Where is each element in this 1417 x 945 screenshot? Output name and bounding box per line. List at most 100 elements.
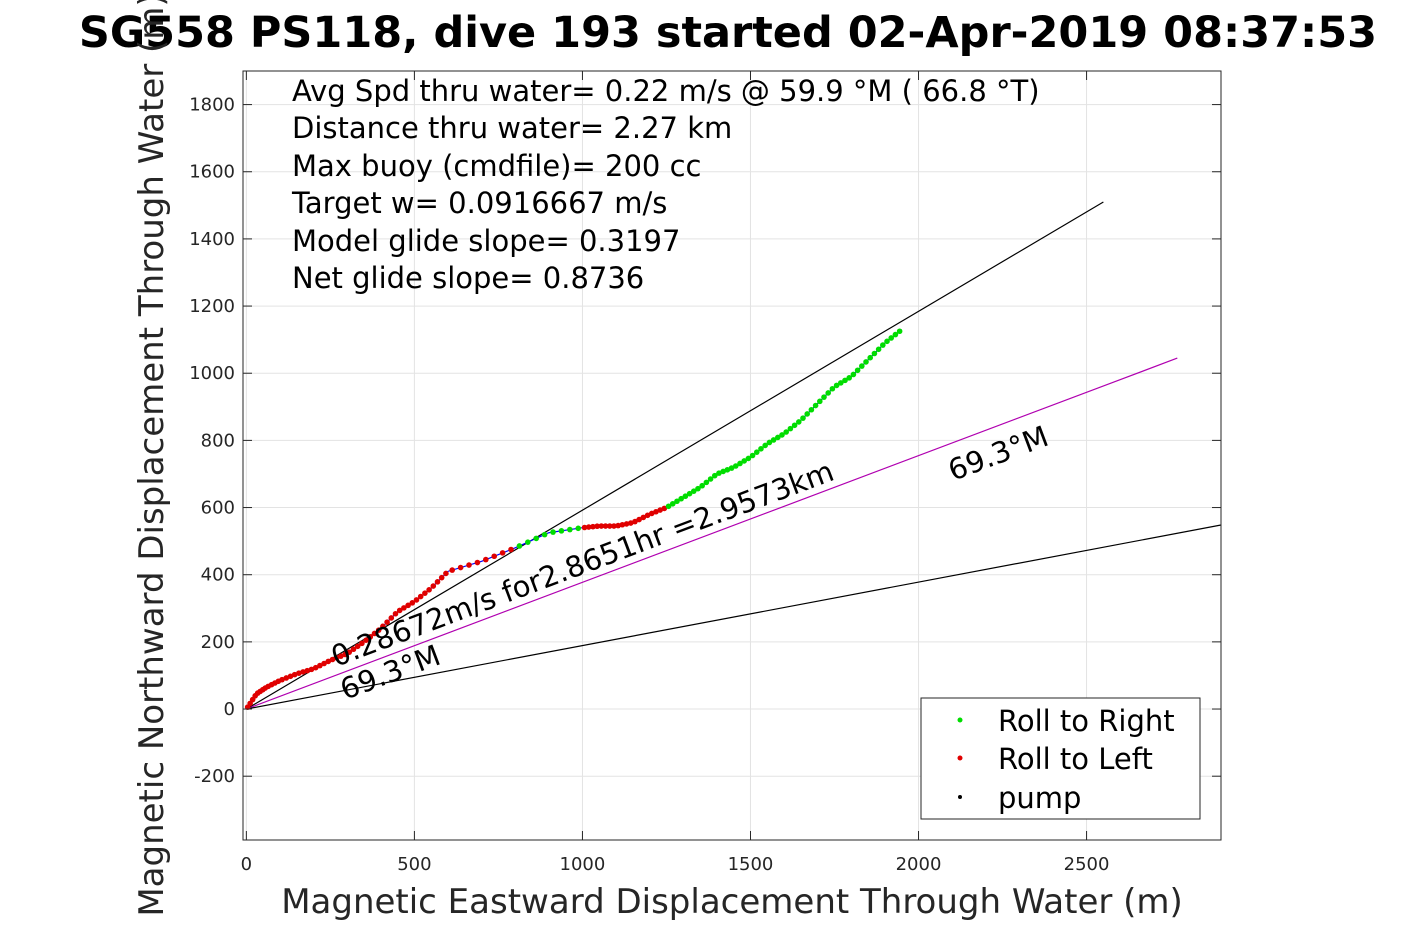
roll-marker [417, 593, 424, 600]
roll-marker [779, 432, 785, 438]
annotation-distance: Distance thru water= 2.27 km [292, 111, 732, 145]
roll-marker [707, 476, 714, 482]
roll-marker [791, 422, 798, 429]
y-tick-label: 1400 [189, 229, 235, 250]
roll-marker [703, 479, 710, 486]
roll-marker [346, 649, 353, 655]
roll-marker [541, 531, 548, 538]
roll-marker [550, 529, 556, 535]
roll-marker [371, 630, 378, 637]
roll-marker [312, 664, 319, 671]
roll-marker [850, 371, 857, 378]
roll-marker [674, 498, 680, 505]
y-tick-label: 0 [224, 699, 235, 720]
roll-marker [892, 331, 899, 338]
roll-marker [829, 385, 836, 392]
roll-marker [636, 516, 642, 523]
x-tick-label: 2500 [1064, 854, 1110, 875]
roll-marker [388, 615, 395, 621]
grid [243, 71, 1221, 840]
roll-marker [457, 564, 464, 571]
roll-marker [745, 455, 752, 462]
y-axis-label: Magnetic Northward Displacement Through … [132, 0, 172, 917]
roll-marker [657, 507, 663, 513]
roll-marker [359, 640, 365, 647]
annotation-block: Avg Spd thru water= 0.22 m/s @ 59.9 °M (… [291, 74, 1040, 295]
roll-marker [321, 660, 327, 667]
roll-marker [483, 556, 489, 563]
roll-marker [619, 521, 626, 528]
roll-marker [863, 359, 869, 365]
y-axis-ticks: -200 0 200 400 600 800 1000 1200 1400 1600 1800 [189, 95, 1221, 787]
roll-marker [585, 524, 592, 530]
roll-marker [846, 375, 853, 381]
legend-box [920, 697, 1201, 820]
y-tick-label: 400 [201, 565, 235, 586]
roll-marker [491, 553, 498, 560]
x-tick-label: 1000 [560, 854, 606, 875]
roll-marker [749, 452, 756, 459]
roll-marker [884, 338, 890, 345]
roll-marker [812, 402, 819, 409]
roll-marker [354, 643, 361, 650]
roll-marker [367, 634, 374, 640]
roll-marker [686, 490, 693, 497]
y-tick-label: 1200 [189, 296, 235, 317]
roll-marker [300, 669, 306, 675]
roll-marker [711, 472, 718, 479]
x-axis-ticks: 0 500 1000 1500 2000 2500 [241, 71, 1110, 875]
roll-marker [833, 382, 840, 389]
roll-marker [533, 535, 540, 542]
roll-marker [804, 411, 810, 417]
roll-marker [699, 482, 705, 489]
roll-marker [333, 655, 340, 661]
roll-marker [661, 505, 668, 512]
roll-marker [375, 627, 382, 633]
roll-marker [896, 328, 903, 335]
annotation-target-w: Target w= 0.0916667 m/s [291, 186, 667, 220]
reference-line-lower [246, 524, 1222, 710]
roll-marker [308, 666, 315, 673]
roll-marker [695, 485, 701, 492]
roll-marker [516, 543, 523, 549]
y-tick-label: 1600 [189, 162, 235, 183]
annotation-avg-speed: Avg Spd thru water= 0.22 m/s @ 59.9 °M (… [292, 74, 1040, 108]
roll-marker [611, 523, 617, 529]
annotation-max-buoy: Max buoy (cmdfile)= 200 cc [292, 149, 701, 183]
reference-line-upper [246, 201, 1104, 710]
roll-marker [653, 508, 659, 515]
roll-marker [606, 523, 613, 529]
x-tick-label: 500 [397, 854, 431, 875]
legend: Roll to Right Roll to Left pump [920, 697, 1201, 820]
roll-marker [430, 583, 437, 589]
roll-marker [567, 526, 573, 533]
roll-marker [716, 470, 722, 476]
roll-marker [838, 380, 844, 386]
reference-lines [246, 201, 1222, 710]
roll-marker [426, 587, 432, 593]
roll-marker [438, 574, 445, 581]
roll-marker [665, 503, 672, 510]
roll-marker [682, 493, 689, 500]
legend-marker-pump [958, 795, 962, 799]
roll-marker [409, 600, 416, 606]
roll-marker [808, 406, 815, 413]
roll-marker [304, 667, 311, 674]
roll-marker [741, 458, 747, 464]
roll-marker [640, 514, 647, 521]
roll-marker [287, 673, 294, 680]
roll-marker [380, 623, 386, 630]
x-axis-label: Magnetic Eastward Displacement Through W… [281, 882, 1183, 922]
roll-marker [859, 363, 865, 369]
roll-marker [817, 398, 823, 405]
roll-marker [623, 521, 630, 527]
roll-marker [821, 394, 827, 400]
roll-marker [363, 637, 369, 643]
roll-marker [880, 342, 886, 348]
roll-marker [762, 442, 768, 449]
roll-marker [508, 546, 514, 553]
roll-marker [758, 445, 764, 452]
roll-marker [401, 605, 407, 611]
roll-marker [800, 415, 806, 421]
roll-marker [422, 590, 428, 596]
